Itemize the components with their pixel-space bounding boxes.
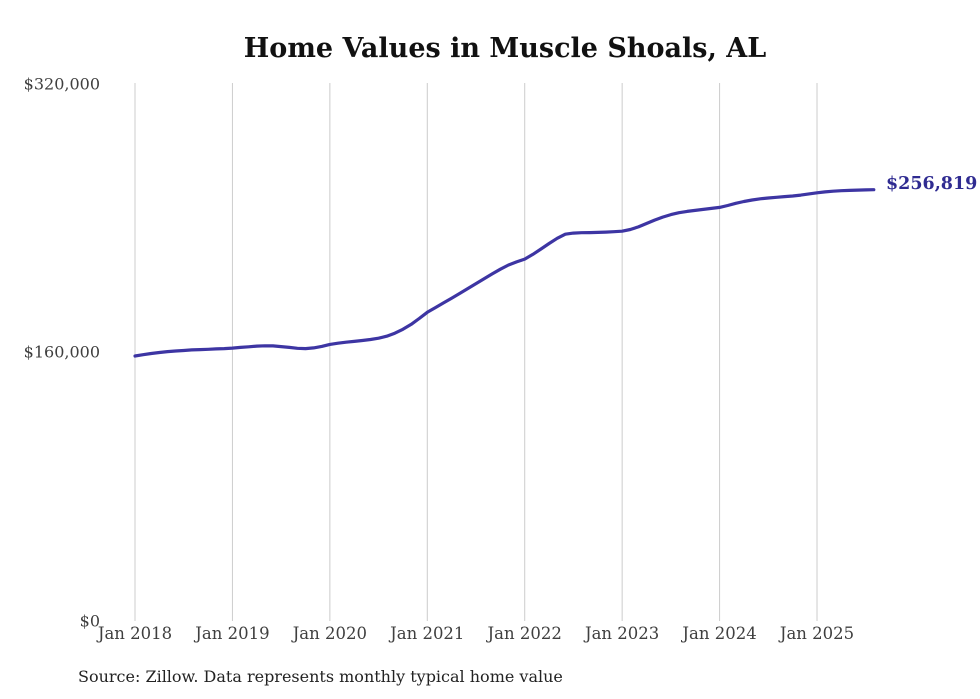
x-tick-jan-2025: Jan 2025 [779, 624, 855, 643]
x-tick-jan-2020: Jan 2020 [292, 624, 368, 643]
x-tick-jan-2018: Jan 2018 [97, 624, 173, 643]
chart-title: Home Values in Muscle Shoals, AL [243, 33, 767, 64]
x-tick-jan-2023: Jan 2023 [584, 624, 660, 643]
x-tick-jan-2022: Jan 2022 [487, 624, 562, 643]
home-value-line [133, 188, 876, 358]
x-tick-jan-2019: Jan 2019 [195, 624, 270, 643]
latest-value-label: $256,819 [886, 173, 978, 194]
y-tick-320000: $320,000 [23, 74, 100, 94]
y-tick-0: $0 [79, 611, 100, 631]
y-tick-160000: $160,000 [23, 342, 100, 362]
vertical-gridlines [134, 83, 818, 621]
source-note: Source: Zillow. Data represents monthly … [78, 667, 563, 686]
x-tick-jan-2024: Jan 2024 [682, 624, 757, 643]
x-tick-jan-2021: Jan 2021 [390, 624, 465, 643]
